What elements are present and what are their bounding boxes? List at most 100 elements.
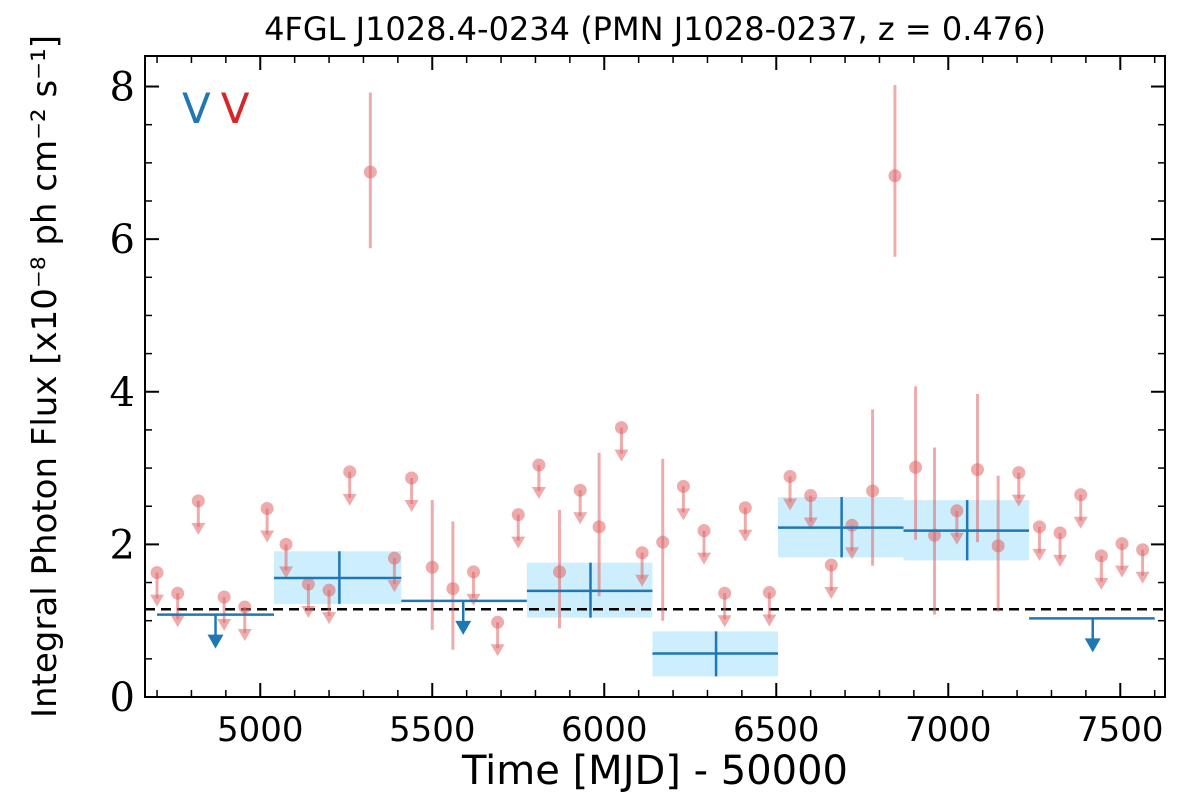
red-flux-point bbox=[697, 524, 711, 538]
red-flux-point bbox=[532, 458, 546, 472]
legend-entry-blue: V bbox=[182, 84, 211, 133]
y-tick-label: 0 bbox=[110, 675, 135, 721]
red-upper-limit-arrowhead bbox=[1053, 554, 1068, 567]
blue-upper-limit-arrowhead bbox=[1084, 638, 1101, 653]
red-upper-limit-arrowhead bbox=[322, 612, 337, 625]
red-flux-point bbox=[656, 535, 670, 549]
x-tick-label: 6000 bbox=[561, 710, 648, 750]
red-upper-limit-arrowhead bbox=[824, 586, 839, 599]
red-flux-point bbox=[1136, 543, 1150, 557]
plot-frame bbox=[144, 55, 1166, 698]
red-upper-limit-arrowhead bbox=[949, 532, 964, 545]
red-flux-point bbox=[738, 501, 752, 515]
red-flux-point bbox=[718, 586, 732, 600]
red-flux-point bbox=[191, 494, 205, 508]
red-upper-limit-arrowhead bbox=[511, 536, 526, 549]
legend-entry-red: V bbox=[220, 84, 250, 133]
red-upper-limit-arrowhead bbox=[237, 628, 252, 641]
red-flux-point bbox=[405, 471, 419, 485]
red-flux-point bbox=[260, 502, 274, 516]
red-upper-limit-arrowhead bbox=[803, 517, 818, 530]
red-upper-limit-arrowhead bbox=[717, 615, 732, 628]
x-tick-label: 6500 bbox=[733, 710, 820, 750]
red-upper-limit-arrowhead bbox=[676, 508, 691, 521]
red-flux-point bbox=[824, 558, 838, 572]
red-upper-limit-arrowhead bbox=[697, 552, 712, 565]
red-upper-limit-arrowhead bbox=[150, 594, 165, 607]
red-flux-point bbox=[446, 582, 460, 596]
red-upper-limit-arrowhead bbox=[738, 529, 753, 542]
red-flux-point bbox=[150, 566, 164, 580]
y-tick-label: 4 bbox=[110, 370, 135, 416]
red-upper-limit-arrowhead bbox=[635, 574, 650, 587]
red-upper-limit-arrowhead bbox=[614, 449, 629, 462]
red-flux-point bbox=[425, 560, 439, 574]
red-flux-point bbox=[783, 469, 797, 483]
red-flux-point bbox=[1032, 520, 1046, 534]
red-flux-point bbox=[279, 537, 293, 551]
red-flux-point bbox=[909, 460, 923, 474]
y-tick-label: 6 bbox=[110, 217, 135, 263]
x-tick-label: 7500 bbox=[1077, 710, 1164, 750]
red-flux-point bbox=[1012, 466, 1026, 480]
y-tick-label: 2 bbox=[110, 522, 135, 568]
red-flux-point bbox=[217, 590, 231, 604]
red-flux-point bbox=[804, 489, 818, 503]
red-flux-point bbox=[573, 483, 587, 497]
red-flux-point bbox=[1053, 526, 1067, 540]
red-flux-point bbox=[971, 463, 985, 477]
blue-upper-limit-arrowhead bbox=[207, 634, 224, 649]
red-upper-limit-arrowhead bbox=[387, 580, 402, 593]
red-flux-point bbox=[301, 577, 315, 591]
red-upper-limit-arrowhead bbox=[279, 566, 294, 579]
red-flux-point bbox=[866, 484, 880, 498]
red-flux-point bbox=[928, 528, 942, 542]
red-flux-point bbox=[491, 615, 505, 629]
x-tick-label: 5000 bbox=[217, 710, 304, 750]
red-flux-point bbox=[635, 546, 649, 560]
red-flux-point bbox=[238, 600, 252, 614]
red-upper-limit-arrowhead bbox=[217, 619, 232, 632]
red-flux-point bbox=[553, 565, 567, 579]
red-upper-limit-arrowhead bbox=[762, 614, 777, 627]
red-flux-point bbox=[1074, 488, 1088, 502]
blue-upper-limit-arrowhead bbox=[455, 620, 472, 635]
red-upper-limit-arrowhead bbox=[783, 498, 798, 511]
red-flux-point bbox=[1115, 537, 1129, 551]
red-flux-point bbox=[888, 169, 902, 183]
red-upper-limit-arrowhead bbox=[1073, 516, 1088, 529]
red-flux-point bbox=[343, 465, 357, 479]
red-upper-limit-arrowhead bbox=[844, 547, 859, 560]
x-axis-label: Time [MJD] - 50000 bbox=[461, 748, 848, 794]
y-tick-label: 8 bbox=[110, 65, 135, 111]
red-flux-point bbox=[950, 504, 964, 518]
red-flux-point bbox=[762, 585, 776, 599]
red-flux-point bbox=[171, 586, 185, 600]
red-flux-point bbox=[1094, 549, 1108, 563]
red-upper-limit-arrowhead bbox=[1011, 494, 1026, 507]
red-flux-point bbox=[845, 518, 859, 532]
red-upper-limit-arrowhead bbox=[1135, 571, 1150, 584]
x-tick-label: 7000 bbox=[905, 710, 992, 750]
y-axis-label: Integral Photon Flux [x10⁻⁸ ph cm⁻² s⁻¹] bbox=[25, 35, 65, 718]
red-flux-point bbox=[322, 583, 336, 597]
red-upper-limit-arrowhead bbox=[260, 530, 275, 543]
red-upper-limit-arrowhead bbox=[404, 499, 419, 512]
red-upper-limit-arrowhead bbox=[490, 644, 505, 657]
red-flux-point bbox=[467, 565, 481, 579]
red-flux-point bbox=[614, 421, 628, 435]
red-upper-limit-arrowhead bbox=[170, 615, 185, 628]
red-upper-limit-arrowhead bbox=[573, 512, 588, 525]
red-flux-point bbox=[676, 479, 690, 493]
red-upper-limit-arrowhead bbox=[342, 493, 357, 506]
red-flux-point bbox=[511, 508, 525, 522]
red-upper-limit-arrowhead bbox=[531, 487, 546, 500]
x-tick-label: 5500 bbox=[389, 710, 476, 750]
red-upper-limit-arrowhead bbox=[1114, 565, 1129, 578]
red-flux-point bbox=[592, 520, 606, 534]
red-upper-limit-arrowhead bbox=[1094, 577, 1109, 590]
red-upper-limit-arrowhead bbox=[301, 606, 316, 619]
